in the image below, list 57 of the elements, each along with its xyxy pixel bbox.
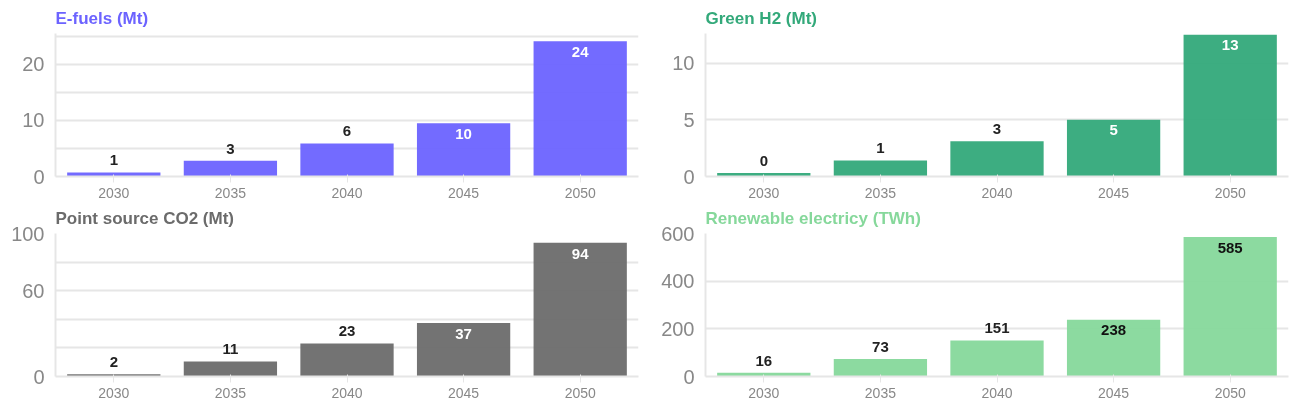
text: 16 (755, 351, 773, 369)
text: 11 (222, 340, 239, 358)
y-tick-label: 5 (683, 108, 695, 131)
x-tick-label: 2045 (1098, 184, 1130, 201)
y-tick-label: 60 (22, 279, 45, 302)
x-tick-label: 2035 (214, 384, 247, 401)
chart-title: Point source CO2 (Mt) (55, 208, 235, 228)
x-tick-label: 2040 (981, 384, 1013, 401)
text: 24 (571, 43, 589, 61)
text: 0 (759, 151, 768, 169)
chart-title: E-fuels (Mt) (55, 8, 149, 28)
x-tick-label: 2035 (214, 184, 247, 201)
text: 73 (872, 337, 889, 355)
x-tick-label: 2050 (1214, 384, 1246, 401)
y-tick-label: 10 (22, 109, 45, 132)
y-tick-label: 0 (33, 365, 45, 388)
text: 23 (338, 322, 356, 340)
x-tick-label: 2030 (98, 184, 130, 201)
x-tick-label: 2030 (748, 384, 780, 401)
x-tick-label: 2050 (564, 384, 596, 401)
text: 13 (1221, 36, 1239, 54)
text: 3 (226, 139, 235, 157)
x-tick-label: 2030 (748, 184, 780, 201)
x-tick-label: 2050 (1214, 184, 1246, 201)
y-tick-label: 0 (33, 165, 45, 188)
text: 151 (984, 319, 1010, 337)
text: 3 (992, 120, 1002, 138)
x-tick-label: 2045 (448, 384, 480, 401)
y-tick-label: 20 (22, 53, 45, 76)
y-tick-label: 200 (661, 317, 695, 340)
chart-title: Renewable electricy (TWh) (705, 208, 921, 228)
text: 585 (1217, 238, 1243, 256)
text: 5 (1109, 121, 1118, 139)
y-tick-label: 0 (683, 365, 695, 388)
text: 238 (1101, 321, 1127, 339)
y-tick-label: 600 (661, 222, 695, 245)
text: 1 (109, 151, 118, 169)
chart-title: Green H2 (Mt) (705, 8, 817, 28)
x-tick-label: 2035 (864, 384, 897, 401)
y-tick-label: 0 (683, 165, 695, 188)
y-tick-label: 10 (672, 52, 695, 75)
x-tick-label: 2040 (331, 184, 363, 201)
y-tick-label: 100 (11, 222, 45, 245)
x-tick-label: 2045 (1098, 384, 1130, 401)
text: 6 (342, 122, 352, 140)
x-tick-label: 2040 (981, 184, 1013, 201)
text: 10 (455, 124, 472, 142)
x-tick-label: 2030 (98, 384, 130, 401)
text: 37 (455, 324, 472, 342)
x-tick-label: 2050 (564, 184, 596, 201)
text: 2 (109, 353, 118, 371)
text: 94 (571, 244, 589, 262)
x-tick-label: 2040 (331, 384, 363, 401)
x-tick-label: 2035 (864, 184, 897, 201)
text: 1 (876, 139, 885, 157)
x-tick-label: 2045 (448, 184, 480, 201)
y-tick-label: 400 (661, 270, 695, 293)
